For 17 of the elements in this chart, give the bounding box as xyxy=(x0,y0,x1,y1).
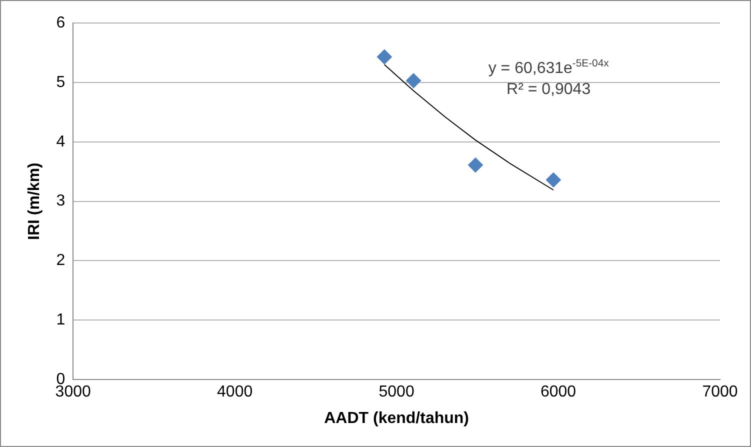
point xyxy=(376,49,392,64)
point xyxy=(406,73,422,88)
y-tick-label: 1 xyxy=(56,312,66,329)
y-tick-label: 6 xyxy=(56,14,66,32)
x-tick-label: 5000 xyxy=(378,384,414,401)
x-tick-label: 7000 xyxy=(702,384,738,401)
y-tick-label: 4 xyxy=(56,133,66,150)
annotation: R² = 0,9043 xyxy=(506,81,591,98)
point xyxy=(546,172,561,188)
point xyxy=(468,158,483,173)
y-tick-label: 5 xyxy=(56,74,66,91)
x-tick-label: 4000 xyxy=(217,384,253,401)
y-tick-label: 3 xyxy=(56,192,66,210)
x-tick-label: 6000 xyxy=(540,384,576,401)
y-axis-title: IRI (m/km) xyxy=(26,162,44,240)
y-tick-label: 2 xyxy=(56,252,66,270)
x-axis-title: AADT (kend/tahun) xyxy=(324,410,469,427)
